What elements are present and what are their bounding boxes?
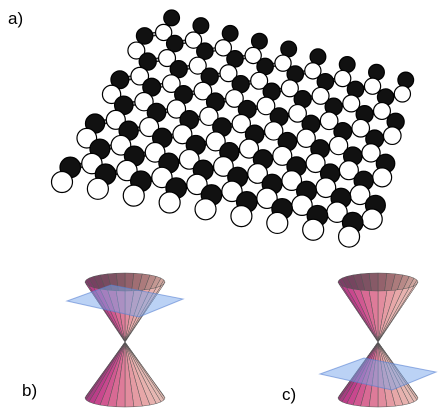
graphene-lattice [50, 9, 415, 248]
atom [230, 205, 253, 228]
atom [212, 156, 234, 177]
atom [296, 128, 316, 148]
atom [221, 24, 239, 42]
atom [238, 138, 260, 159]
atom [165, 34, 184, 53]
panel-label: a) [8, 9, 23, 28]
dirac-cones [65, 272, 438, 408]
atom [158, 49, 177, 68]
atom [219, 64, 238, 83]
atom [363, 77, 382, 95]
atom [178, 148, 200, 170]
atom [328, 135, 349, 156]
atom [214, 39, 233, 57]
atom [333, 69, 352, 88]
atom [192, 17, 210, 35]
atom [372, 101, 392, 121]
cone-facet [368, 290, 379, 343]
atom [161, 74, 181, 93]
fermi-plane [65, 284, 185, 318]
atom [163, 9, 181, 27]
atom [263, 121, 284, 141]
atom [169, 59, 188, 79]
atom [50, 170, 74, 194]
atom [158, 191, 181, 214]
atom [154, 23, 173, 42]
atom [319, 111, 339, 131]
atom [272, 145, 293, 166]
cone-facet [115, 341, 126, 408]
atom [342, 94, 361, 113]
atom [302, 218, 325, 241]
atom [256, 96, 276, 116]
atom [199, 106, 219, 127]
atom [134, 91, 154, 112]
atom [382, 126, 402, 146]
atom [280, 79, 299, 98]
atom [184, 31, 203, 49]
atom [247, 163, 268, 184]
atom [221, 180, 243, 203]
atom [266, 211, 289, 235]
atom [130, 66, 150, 86]
atom [196, 42, 214, 61]
atom [337, 225, 361, 248]
atom [188, 56, 207, 75]
atom [274, 54, 292, 72]
atom [244, 46, 262, 65]
atom [372, 167, 393, 188]
atom [166, 99, 187, 119]
atom [135, 27, 154, 45]
atom [280, 40, 298, 58]
panel-label: c) [282, 385, 296, 404]
atom [288, 103, 307, 123]
atom [361, 208, 383, 230]
atom [351, 118, 371, 138]
atom [231, 113, 252, 134]
atom [205, 131, 226, 152]
atom [193, 81, 213, 101]
atom [250, 32, 268, 50]
atom [138, 52, 157, 71]
atom [311, 86, 330, 105]
atom [127, 41, 146, 60]
atom [250, 71, 269, 90]
atom [186, 173, 208, 196]
atom [304, 62, 322, 80]
atom [101, 84, 122, 105]
atom [393, 85, 412, 103]
atom [110, 70, 130, 90]
atom [139, 116, 160, 138]
panel-label: b) [22, 381, 37, 400]
atom [225, 89, 244, 108]
atom [194, 198, 217, 221]
fermi-plane [318, 357, 438, 391]
atom [122, 184, 145, 207]
atom [86, 177, 109, 200]
atom [172, 124, 193, 145]
